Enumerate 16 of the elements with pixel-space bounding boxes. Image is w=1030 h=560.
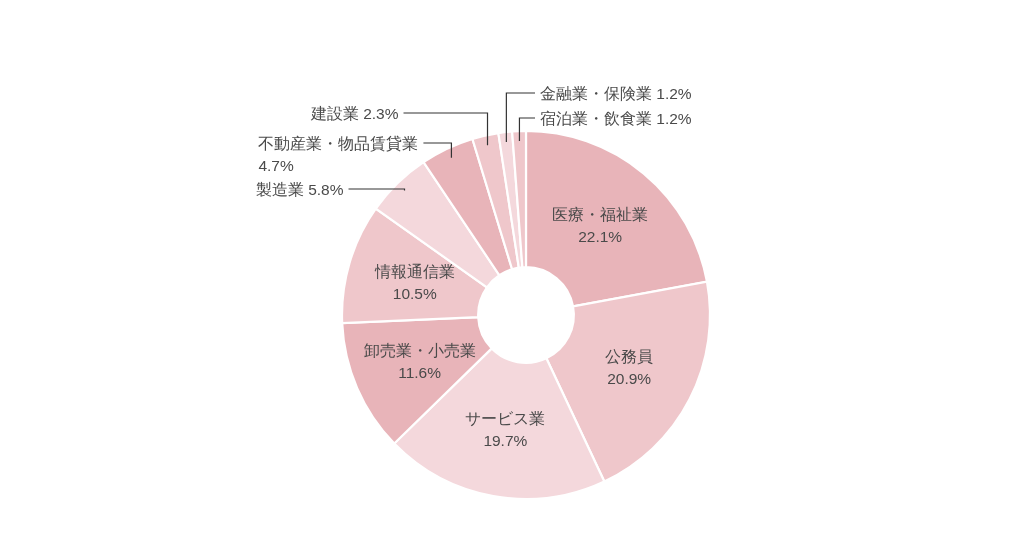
slice-label: 製造業 5.8% (255, 180, 344, 198)
slice-label: 情報通信業 (373, 262, 455, 280)
slice-label: サービス業 (465, 409, 546, 427)
data-label: 22.1% (578, 228, 623, 246)
data-label: 4.7% (258, 156, 294, 174)
slice-label: 建設業 2.3% (309, 104, 399, 122)
data-label: 19.7% (483, 431, 528, 449)
data-label: 10.5% (392, 284, 437, 302)
slice-label: 公務員 (605, 348, 654, 366)
slice-label: 金融業・保険業 1.2% (540, 84, 692, 102)
data-label: 11.6% (398, 363, 442, 381)
data-label: 20.9% (607, 370, 652, 388)
slice-label: 医療・福祉業 (552, 206, 649, 224)
slice-label: 卸売業・小売業 (363, 341, 476, 359)
slice-label: 不動産業・物品賃貸業 (258, 134, 419, 152)
slice-label: 宿泊業・飲食業 1.2% (540, 109, 692, 127)
